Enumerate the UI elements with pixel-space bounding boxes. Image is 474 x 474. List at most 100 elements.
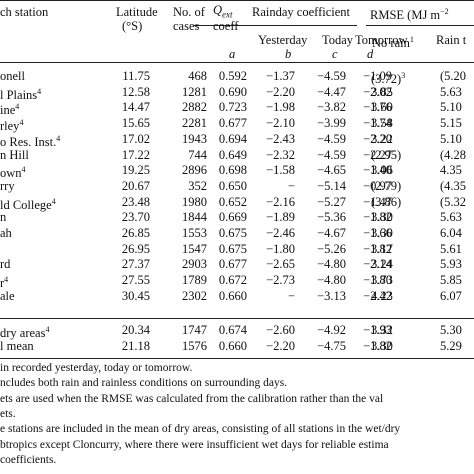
norain-value: (3.86) (371, 194, 402, 209)
header-cases-line1: No. of (173, 5, 205, 19)
header-col-c: c (332, 47, 338, 61)
station-name: ale (0, 288, 15, 303)
cell-qext: 0.672 (218, 273, 247, 288)
cell-norain: 3.24 (371, 257, 393, 271)
cell-latitude: 17.02 (121, 131, 150, 146)
station-name: n Hill (0, 147, 29, 162)
station-name: own (0, 166, 22, 181)
cell-station: rd (0, 257, 10, 271)
header-rmse: RMSE (MJ m−2 (370, 5, 449, 22)
station-footnote-mark: 4 (19, 118, 24, 128)
footnote-line: e stations are included in the mean of d… (0, 423, 401, 436)
cell-cases: 1576 (182, 338, 207, 353)
cell-yesterday: −2.46 (266, 226, 295, 240)
cell-cases: 1789 (182, 273, 207, 288)
cell-station: ine4 (0, 100, 19, 117)
col-c-letter: c (332, 47, 338, 61)
cell-latitude: 26.95 (121, 241, 150, 256)
cell-latitude: 11.75 (122, 69, 150, 83)
cell-station: ld College4 (0, 195, 56, 212)
cell-tomorrow: −2.42 (363, 288, 392, 303)
cell-tomorrow: −1.40 (363, 163, 392, 178)
cell-cases: 2903 (182, 257, 207, 272)
cell-station: o Res. Inst.4 (0, 132, 60, 149)
header-latitude: Latitude (116, 5, 158, 19)
cell-today: −4.65 (317, 163, 346, 178)
rmse-group-rule (366, 25, 474, 26)
bottom-rule (0, 358, 474, 359)
header-rule (0, 62, 474, 63)
station-footnote-mark: 4 (45, 325, 50, 334)
cell-yesterday: − (287, 288, 295, 303)
station-footnote-mark: 4 (37, 86, 42, 96)
cell-rain: 5.10 (440, 100, 462, 115)
cell-qext: 0.677 (218, 116, 247, 131)
header-norain: No rain1 (372, 33, 414, 50)
cell-station: dry areas4 (0, 323, 49, 340)
cell-today: −4.80 (317, 273, 346, 288)
cell-rain: 6.04 (440, 226, 462, 240)
cell-latitude: 15.65 (121, 116, 150, 131)
norain-value: 3.24 (371, 257, 393, 272)
header-tomorrow: Tomorrow (355, 33, 408, 47)
cell-rain: 5.63 (440, 210, 462, 225)
cell-today: −5.26 (317, 241, 346, 256)
header-qext: Qext (213, 3, 233, 22)
cell-qext: 0.674 (218, 323, 247, 337)
rainday-group-rule (194, 25, 357, 26)
cell-cases: 352 (188, 178, 207, 193)
cell-yesterday: −2.32 (266, 147, 295, 162)
cell-qext: 0.723 (218, 100, 247, 115)
header-col-b: b (285, 47, 291, 61)
cell-qext: 0.669 (218, 210, 247, 225)
cell-qext: 0.652 (218, 194, 247, 209)
norain-value: 3.73 (371, 273, 393, 288)
cell-today: −3.82 (317, 100, 346, 115)
station-name: ah (0, 226, 12, 240)
cell-norain: 3.30 (371, 226, 393, 240)
cell-rain: 5.61 (440, 241, 462, 256)
cell-station: own4 (0, 163, 26, 180)
station-name: dry areas (0, 326, 46, 341)
cell-yesterday: −1.98 (266, 100, 295, 115)
cell-today: −4.80 (317, 257, 346, 272)
station-name: n (0, 210, 7, 225)
header-rainday: Rainday coefficient (252, 5, 350, 19)
norain-value: 3.30 (371, 210, 393, 225)
cell-qext: 0.592 (218, 69, 247, 83)
cell-latitude: 19.25 (121, 163, 150, 178)
station-footnote-mark: 4 (15, 102, 20, 112)
cell-cases: 1281 (182, 84, 207, 99)
cell-cases: 1747 (182, 323, 207, 337)
cell-latitude: 12.58 (121, 84, 150, 99)
norain-footnote-mark: 3 (401, 71, 406, 80)
cell-cases: 2281 (182, 116, 207, 131)
cell-station: ale (0, 289, 15, 303)
norain-value: 3.32 (371, 323, 393, 337)
cell-tomorrow: −1.93 (363, 323, 392, 337)
station-footnote-mark: 4 (4, 275, 9, 285)
cell-today: −4.75 (317, 338, 346, 353)
cell-latitude: 27.55 (121, 273, 150, 288)
header-latitude-unit: (°S) (122, 19, 143, 33)
cell-rain: (4.28 (440, 147, 467, 162)
cell-norain: 3.73 (371, 273, 393, 287)
norain-label: No rain (372, 36, 410, 51)
cell-rain: (5.20 (440, 69, 467, 83)
station-name: rley (0, 119, 20, 134)
cell-station: ah (0, 226, 12, 240)
summary-rule (0, 318, 474, 319)
header-qext-coeff: coeff (213, 19, 239, 33)
cell-cases: 744 (188, 147, 207, 162)
cell-tomorrow: −1.66 (363, 226, 392, 240)
cell-tomorrow: −1.09 (363, 69, 392, 83)
cell-rain: 5.15 (440, 116, 462, 131)
header-col-d: d (367, 47, 373, 61)
norain-value: 3.30 (371, 226, 393, 240)
cell-today: −3.99 (317, 116, 346, 131)
norain-value: (2.95) (371, 147, 402, 162)
norain-value: 3.06 (371, 163, 393, 178)
cell-rain: 5.63 (440, 84, 462, 99)
cell-norain: (2.79) (371, 179, 401, 193)
cell-cases: 1844 (182, 210, 207, 225)
